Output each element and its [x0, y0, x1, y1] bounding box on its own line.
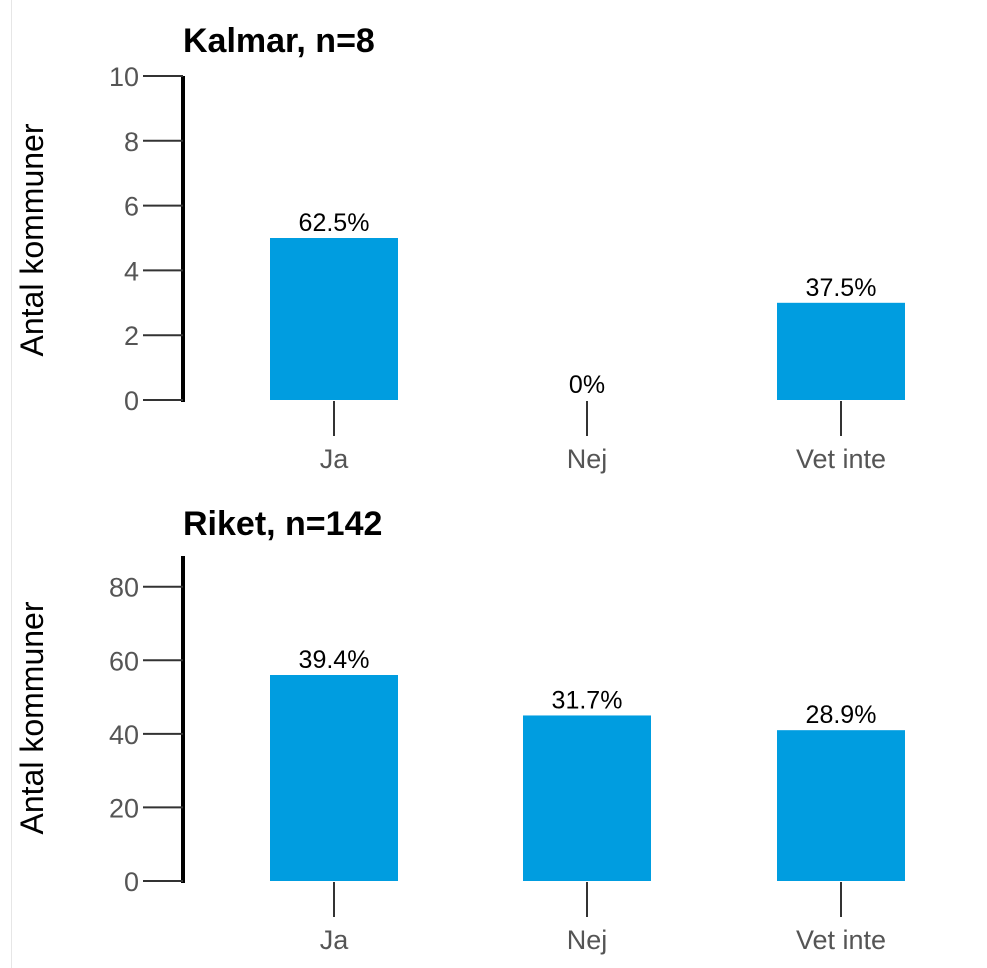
chart-marks: 0 20 40 60 80 39.4% Ja 31.7% Nej 28.9% Vet inte	[109, 556, 905, 955]
y-tick-label: 20	[109, 793, 139, 823]
bar	[270, 675, 398, 881]
chart-title: Riket, n=142	[183, 505, 382, 543]
data-label: 62.5%	[299, 209, 370, 237]
y-tick-label: 40	[109, 720, 139, 750]
bar	[270, 238, 398, 400]
y-tick-label: 8	[124, 127, 139, 157]
data-label: 0%	[569, 371, 605, 399]
y-tick-label: 0	[124, 867, 139, 897]
y-tick-label: 6	[124, 192, 139, 222]
chart-marks: 0 2 4 6 8 10 62.5% Ja 0% Nej 37.5% Vet inte	[109, 62, 905, 474]
y-tick-label: 4	[124, 256, 139, 286]
x-category-label: Ja	[320, 925, 350, 955]
x-category-label: Vet inte	[796, 925, 886, 955]
bar	[777, 302, 905, 400]
riket-bar-chart: Riket, n=142 Antal kommuner 0 20 40 60 80 39.…	[14, 505, 905, 955]
y-tick-label: 0	[124, 386, 139, 416]
y-tick-label: 2	[124, 321, 139, 351]
bar	[523, 715, 651, 881]
x-category-label: Nej	[567, 444, 608, 474]
x-category-label: Nej	[567, 925, 608, 955]
y-tick-label: 10	[109, 62, 139, 92]
left-frame-line	[0, 0, 12, 968]
y-axis-label: Antal kommuner	[14, 601, 50, 834]
data-label: 31.7%	[552, 686, 623, 714]
kalmar-bar-chart: Kalmar, n=8 Antal kommuner 0 2 4 6 8 10 62.5% J…	[14, 22, 905, 474]
y-tick-label: 80	[109, 573, 139, 603]
data-label: 28.9%	[806, 701, 877, 729]
x-category-label: Vet inte	[796, 444, 886, 474]
data-label: 39.4%	[299, 646, 370, 674]
chart-title: Kalmar, n=8	[183, 22, 375, 60]
y-axis-label: Antal kommuner	[14, 123, 50, 356]
x-category-label: Ja	[320, 444, 350, 474]
data-label: 37.5%	[806, 274, 877, 302]
bar	[777, 730, 905, 881]
y-tick-label: 60	[109, 646, 139, 676]
